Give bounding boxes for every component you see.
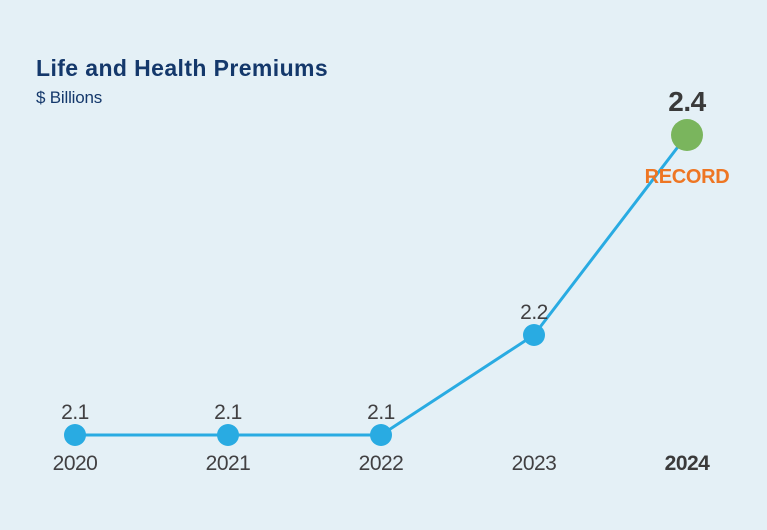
data-point-2022: [370, 424, 392, 446]
chart-header: Life and Health Premiums $ Billions: [36, 55, 329, 108]
x-tick-label-2021: 2021: [206, 452, 251, 475]
line-series: [73, 133, 689, 437]
data-point-2020: [64, 424, 86, 446]
x-tick-label-2020: 2020: [53, 452, 98, 475]
value-label-2023: 2.2: [520, 301, 548, 324]
x-tick-label-2024: 2024: [665, 452, 711, 475]
value-label-2021: 2.1: [214, 401, 242, 424]
data-point-2023: [523, 324, 545, 346]
data-point-2021: [217, 424, 239, 446]
value-label-2024: 2.4: [668, 86, 706, 117]
x-tick-label-2023: 2023: [512, 452, 557, 475]
chart-title: Life and Health Premiums: [36, 55, 329, 81]
value-label-2022: 2.1: [367, 401, 395, 424]
data-point-2024: [671, 119, 703, 151]
record-annotation: RECORD: [645, 166, 730, 188]
x-tick-label-2022: 2022: [359, 452, 404, 475]
value-label-2020: 2.1: [61, 401, 89, 424]
chart-subtitle: $ Billions: [36, 88, 103, 108]
